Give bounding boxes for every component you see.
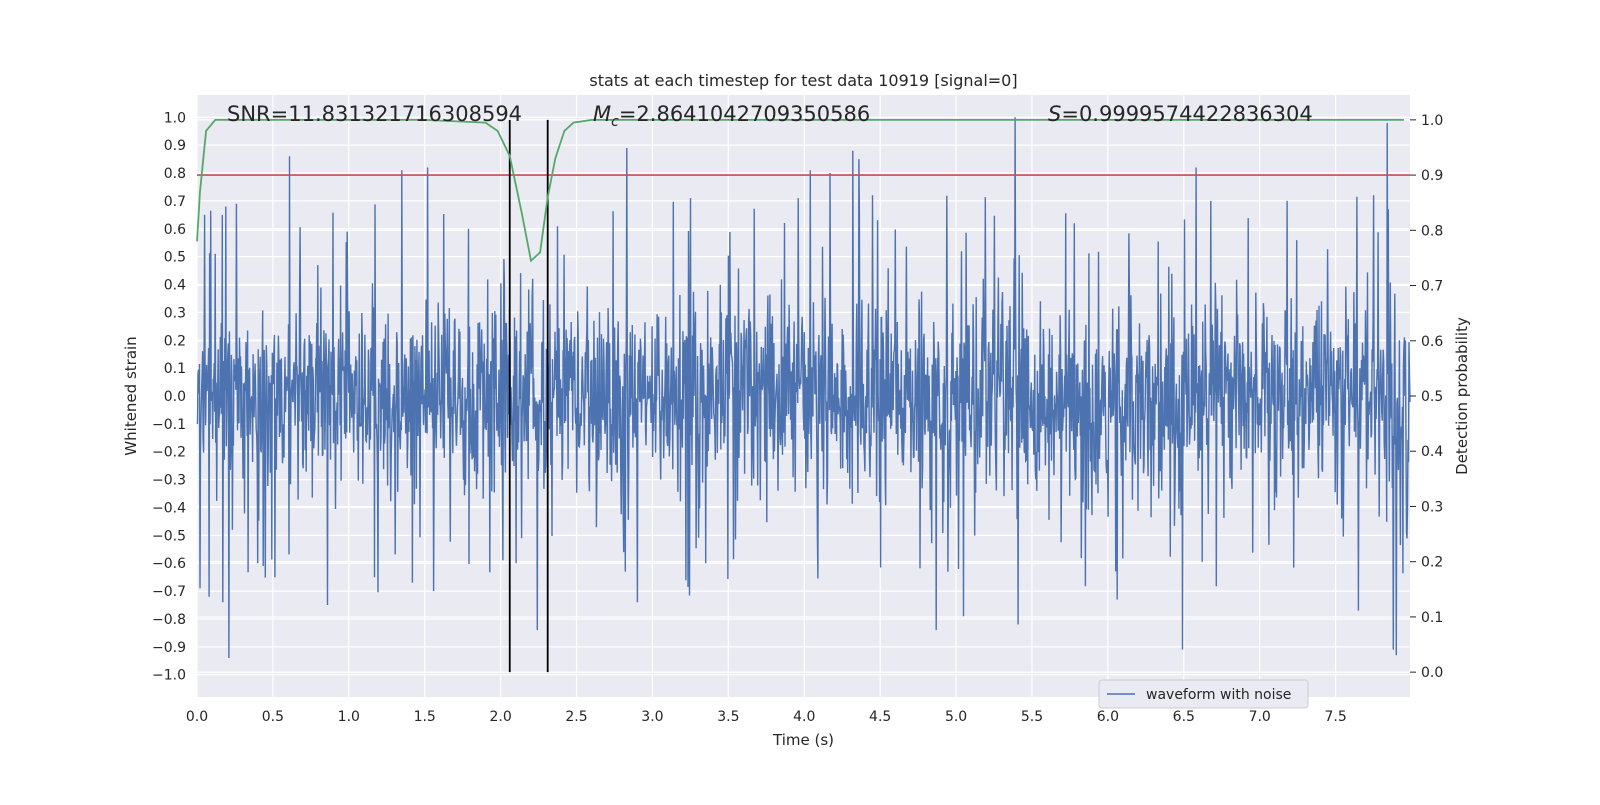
y2-tick-label: 0.7 bbox=[1421, 279, 1443, 295]
score-value: =0.9999574422836304 bbox=[1061, 102, 1312, 126]
y-tick-label: 0.1 bbox=[164, 361, 186, 377]
y2-tick-label: 0.4 bbox=[1421, 444, 1443, 460]
y-tick-label: −0.5 bbox=[152, 528, 186, 544]
y-tick-label: −0.8 bbox=[152, 612, 186, 628]
chirp-mass-subscript: c bbox=[611, 114, 619, 130]
x-tick-label: 4.5 bbox=[869, 709, 891, 725]
y2-tick-label: 0.3 bbox=[1421, 499, 1443, 515]
x-tick-label: 6.5 bbox=[1173, 709, 1195, 725]
tick-labels: 0.0 0.5 1.0 1.5 2.0 2.5 3.0 3.5 4.0 4.5 5.0 5.5 6.0 6… bbox=[152, 110, 1443, 725]
y-tick-label: −0.2 bbox=[152, 445, 186, 461]
y2-tick-label: 1.0 bbox=[1421, 113, 1443, 129]
x-axis-label: Time (s) bbox=[772, 731, 834, 749]
x-tick-label: 4.0 bbox=[793, 709, 815, 725]
x-tick-label: 2.5 bbox=[565, 709, 587, 725]
y2-tick-label: 0.5 bbox=[1421, 389, 1443, 405]
y-tick-label: −0.1 bbox=[152, 417, 186, 433]
x-tick-label: 6.0 bbox=[1097, 709, 1119, 725]
x-tick-label: 7.0 bbox=[1249, 709, 1271, 725]
probability-line bbox=[196, 119, 1404, 263]
y-tick-label: −0.3 bbox=[152, 473, 186, 489]
y-tick-label: 0.6 bbox=[164, 222, 186, 238]
y-axis-label: Whitened strain bbox=[122, 336, 140, 455]
x-tick-label: 2.0 bbox=[489, 709, 511, 725]
y2-tick-label: 0.9 bbox=[1421, 168, 1443, 184]
legend-box bbox=[1098, 679, 1309, 709]
y-tick-label: −0.7 bbox=[152, 584, 186, 600]
y-tick-label: 1.0 bbox=[164, 110, 186, 126]
chart-title: stats at each timestep for test data 109… bbox=[589, 71, 1017, 90]
y2-axis-label: Detection probability bbox=[1453, 317, 1471, 475]
series-layer bbox=[196, 117, 1411, 659]
y2-tick-label: 0.6 bbox=[1421, 334, 1443, 350]
y-tick-label: 0.7 bbox=[164, 194, 186, 210]
y2-tick-label: 0.2 bbox=[1421, 555, 1443, 571]
x-tick-label: 7.5 bbox=[1324, 709, 1346, 725]
x-tick-label: 0.0 bbox=[186, 709, 208, 725]
y-tick-label: 0.3 bbox=[164, 305, 186, 321]
y2-tick-label: 0.8 bbox=[1421, 223, 1443, 239]
snr-annotation: SNR=11.831321716308594 bbox=[227, 102, 522, 126]
y-tick-label: 0.9 bbox=[164, 138, 186, 154]
y-tick-label: 0.0 bbox=[164, 389, 186, 405]
x-tick-label: 0.5 bbox=[262, 709, 284, 725]
x-tick-label: 5.5 bbox=[1021, 709, 1043, 725]
chirp-mass-symbol: M bbox=[593, 102, 611, 126]
x-tick-label: 3.5 bbox=[717, 709, 739, 725]
y-tick-label: 0.5 bbox=[164, 250, 186, 266]
chirp-mass-value: =2.8641042709350586 bbox=[619, 102, 870, 126]
x-tick-label: 1.0 bbox=[338, 709, 360, 725]
y-tick-label: −1.0 bbox=[152, 668, 186, 684]
legend-label: waveform with noise bbox=[1146, 687, 1291, 703]
y2-tick-label: 0.1 bbox=[1421, 610, 1443, 626]
x-tick-label: 1.5 bbox=[414, 709, 436, 725]
y-tick-label: 0.2 bbox=[164, 333, 186, 349]
x-tick-label: 3.0 bbox=[641, 709, 663, 725]
legend: waveform with noise bbox=[1098, 679, 1309, 709]
y-tick-label: 0.4 bbox=[164, 278, 186, 294]
waveform-line bbox=[196, 117, 1411, 659]
score-annotation: S=0.9999574422836304 bbox=[1048, 102, 1313, 126]
y2-tick-label: 0.0 bbox=[1421, 665, 1443, 681]
overlay-layer bbox=[196, 119, 1410, 673]
score-symbol: S bbox=[1048, 102, 1061, 126]
y-tick-label: 0.8 bbox=[164, 166, 186, 182]
y-tick-label: −0.6 bbox=[152, 556, 186, 572]
x-tick-label: 5.0 bbox=[945, 709, 967, 725]
y-tick-label: −0.4 bbox=[152, 500, 186, 516]
y-tick-label: −0.9 bbox=[152, 640, 186, 656]
chirp-mass-annotation: Mc=2.8641042709350586 bbox=[593, 102, 870, 130]
